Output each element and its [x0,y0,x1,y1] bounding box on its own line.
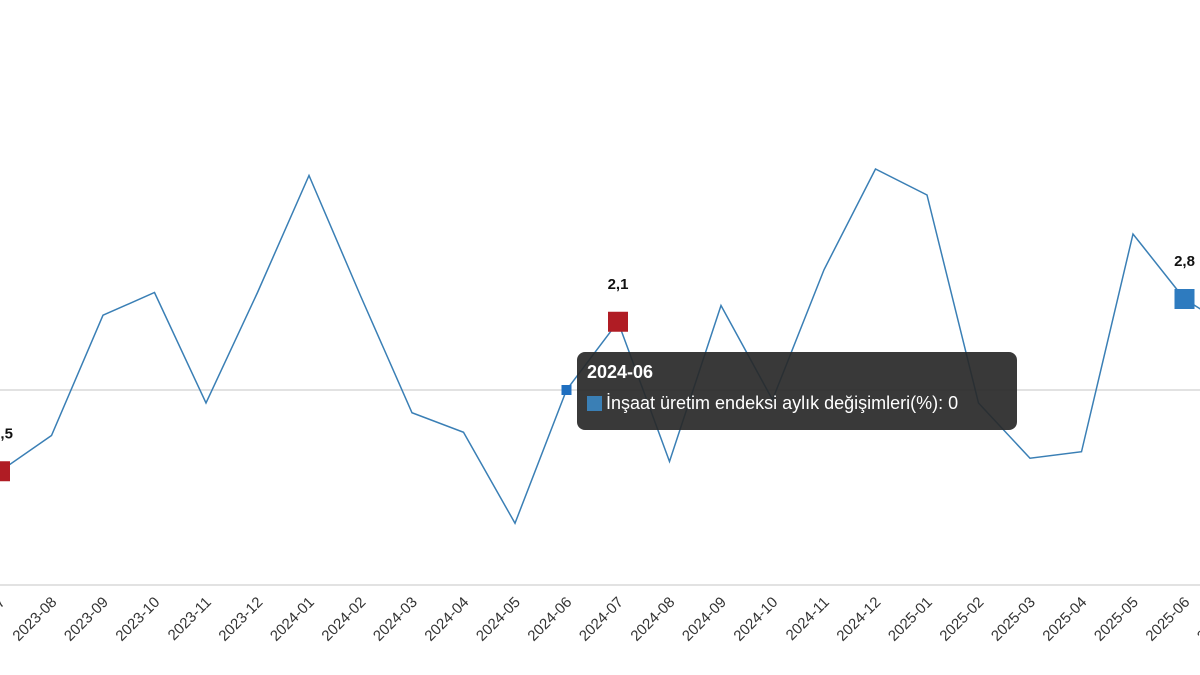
x-tick-label: 2024-06 [524,594,575,645]
value-label: -2,5 [0,425,13,442]
x-tick-label: 2025-07 [1194,594,1200,645]
tooltip-row: İnşaat üretim endeksi aylık değişimleri(… [587,393,1007,414]
x-tick-label: 2024-07 [576,594,627,645]
series-line [0,167,1200,525]
x-tick-label: 2025-03 [988,594,1039,645]
x-tick-label: 2023-09 [61,594,112,645]
x-tick-label: 2024-04 [421,594,472,645]
tooltip: 2024-06 İnşaat üretim endeksi aylık deği… [577,352,1017,430]
x-tick-label: 2024-12 [833,594,884,645]
x-tick-label: 2024-01 [267,594,318,645]
tooltip-swatch [587,396,602,411]
x-tick-label: 2023-12 [215,594,266,645]
x-tick-label: 2025-06 [1142,594,1193,645]
tooltip-value: 0 [948,393,959,413]
tooltip-series: İnşaat üretim endeksi aylık değişimleri(… [606,393,939,413]
x-tick-label: 2025-04 [1039,594,1090,645]
x-tick-label: 2025-05 [1091,594,1142,645]
x-tick-label: 2025-02 [936,594,987,645]
x-tick-label: 2023-10 [112,594,163,645]
highlight-marker [0,461,10,482]
x-tick-label: 2024-02 [318,594,369,645]
x-tick-label: 2024-05 [473,594,524,645]
x-tick-label: 2023-08 [9,594,60,645]
x-tick-label: 2024-03 [370,594,421,645]
x-tick-label: 2024-08 [627,594,678,645]
x-tick-label: 2024-11 [783,594,833,644]
value-label: 2,1 [608,276,629,293]
hover-marker [561,385,572,395]
value-label: 2,8 [1174,253,1195,270]
x-tick-label: 2024-10 [730,594,781,645]
x-tick-label: 2025-01 [885,594,936,645]
x-tick-label: 2023-07 [0,594,9,645]
x-tick-label: 2023-11 [165,594,215,644]
highlight-marker [1174,289,1195,309]
x-tick-label: 2024-09 [679,594,730,645]
tooltip-title: 2024-06 [587,362,654,382]
highlight-marker [608,311,628,332]
